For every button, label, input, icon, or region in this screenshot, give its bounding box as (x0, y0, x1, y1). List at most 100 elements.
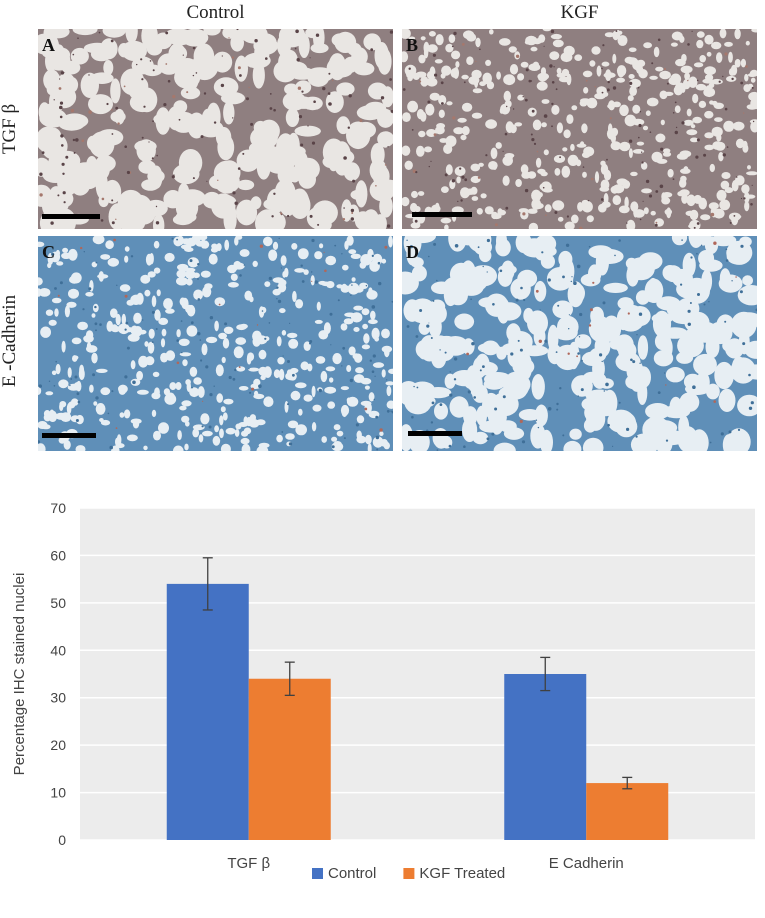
alveolar-space (331, 436, 338, 442)
alveolar-space (535, 236, 557, 254)
alveolar-space (705, 85, 712, 91)
alveolar-space (699, 55, 706, 63)
alveolar-space (671, 31, 683, 41)
cell-nucleus (231, 56, 235, 59)
alveolar-space (551, 104, 560, 115)
alveolar-space (336, 430, 344, 437)
alveolar-space (744, 201, 750, 212)
cell-nucleus (347, 126, 350, 129)
alveolar-space (336, 116, 351, 135)
alveolar-space (58, 116, 85, 131)
alveolar-space (368, 392, 375, 402)
cell-nucleus (148, 141, 150, 143)
alveolar-space (38, 102, 51, 122)
panel-label-b: B (406, 35, 419, 55)
alveolar-space (718, 152, 724, 162)
alveolar-space (536, 37, 543, 44)
cell-nucleus (376, 448, 379, 451)
alveolar-space (177, 430, 182, 441)
alveolar-space (388, 236, 393, 248)
alveolar-space (106, 320, 114, 332)
cell-nucleus (186, 91, 189, 94)
bar-control-0 (166, 583, 249, 840)
cell-nucleus (373, 398, 375, 401)
cell-nucleus (125, 321, 129, 325)
alveolar-space (402, 29, 411, 39)
alveolar-space (558, 76, 571, 83)
cell-nucleus (289, 322, 291, 324)
alveolar-space (68, 401, 76, 409)
alveolar-space (385, 381, 393, 386)
alveolar-space (51, 297, 62, 304)
cell-nucleus (200, 135, 204, 139)
alveolar-space (220, 406, 226, 413)
alveolar-space (246, 354, 252, 365)
alveolar-space (629, 86, 637, 96)
alveolar-space (340, 323, 348, 331)
cell-nucleus (517, 339, 520, 342)
cell-nucleus (515, 54, 520, 58)
cell-nucleus (72, 138, 76, 142)
cell-nucleus (419, 80, 422, 83)
alveolar-space (689, 429, 709, 451)
alveolar-space (326, 58, 344, 79)
alveolar-space (493, 442, 516, 451)
cell-nucleus (237, 66, 241, 70)
alveolar-space (711, 41, 722, 50)
cell-nucleus (708, 301, 710, 303)
cell-nucleus (296, 58, 300, 62)
alveolar-space (429, 92, 440, 101)
alveolar-space (38, 33, 55, 55)
cell-nucleus (228, 37, 230, 39)
cell-nucleus (59, 78, 61, 80)
cell-nucleus (176, 361, 180, 365)
alveolar-space (234, 429, 240, 437)
cell-nucleus (431, 401, 435, 405)
cell-nucleus (413, 385, 415, 388)
alveolar-space (454, 166, 466, 177)
cell-nucleus (371, 370, 375, 373)
cell-nucleus (242, 152, 245, 155)
cell-nucleus (182, 54, 184, 56)
cell-nucleus (544, 339, 548, 343)
alveolar-space (350, 189, 368, 200)
alveolar-space (471, 112, 483, 119)
cell-nucleus (568, 314, 570, 316)
alveolar-space (734, 58, 741, 68)
cell-nucleus (307, 125, 309, 127)
cell-nucleus (573, 281, 577, 285)
alveolar-space (564, 221, 575, 229)
cell-nucleus (74, 375, 78, 379)
alveolar-space (630, 171, 638, 177)
cell-nucleus (696, 79, 699, 82)
cell-nucleus (692, 385, 696, 389)
alveolar-space (696, 39, 704, 49)
cell-nucleus (351, 284, 353, 286)
cell-nucleus (690, 256, 693, 259)
cell-nucleus (471, 342, 475, 346)
cell-nucleus (606, 88, 610, 92)
cell-nucleus (543, 45, 545, 47)
alveolar-space (714, 141, 726, 151)
cell-nucleus (599, 353, 603, 357)
cell-nucleus (141, 78, 144, 81)
alveolar-space (356, 430, 362, 440)
cell-nucleus (718, 80, 721, 83)
alveolar-space (508, 46, 517, 53)
alveolar-space (218, 332, 228, 340)
cell-nucleus (547, 407, 552, 411)
cell-nucleus (288, 442, 293, 446)
alveolar-space (703, 87, 716, 98)
alveolar-space (557, 216, 564, 222)
cell-nucleus (202, 400, 204, 402)
cell-nucleus (334, 244, 337, 247)
alveolar-space (344, 240, 349, 250)
legend-swatch (403, 868, 415, 879)
alveolar-space (285, 433, 295, 440)
cell-nucleus (311, 280, 313, 282)
cell-nucleus (570, 280, 572, 283)
cell-nucleus (720, 432, 724, 436)
alveolar-space (173, 100, 188, 114)
alveolar-space (714, 361, 734, 390)
alveolar-space (70, 173, 91, 196)
